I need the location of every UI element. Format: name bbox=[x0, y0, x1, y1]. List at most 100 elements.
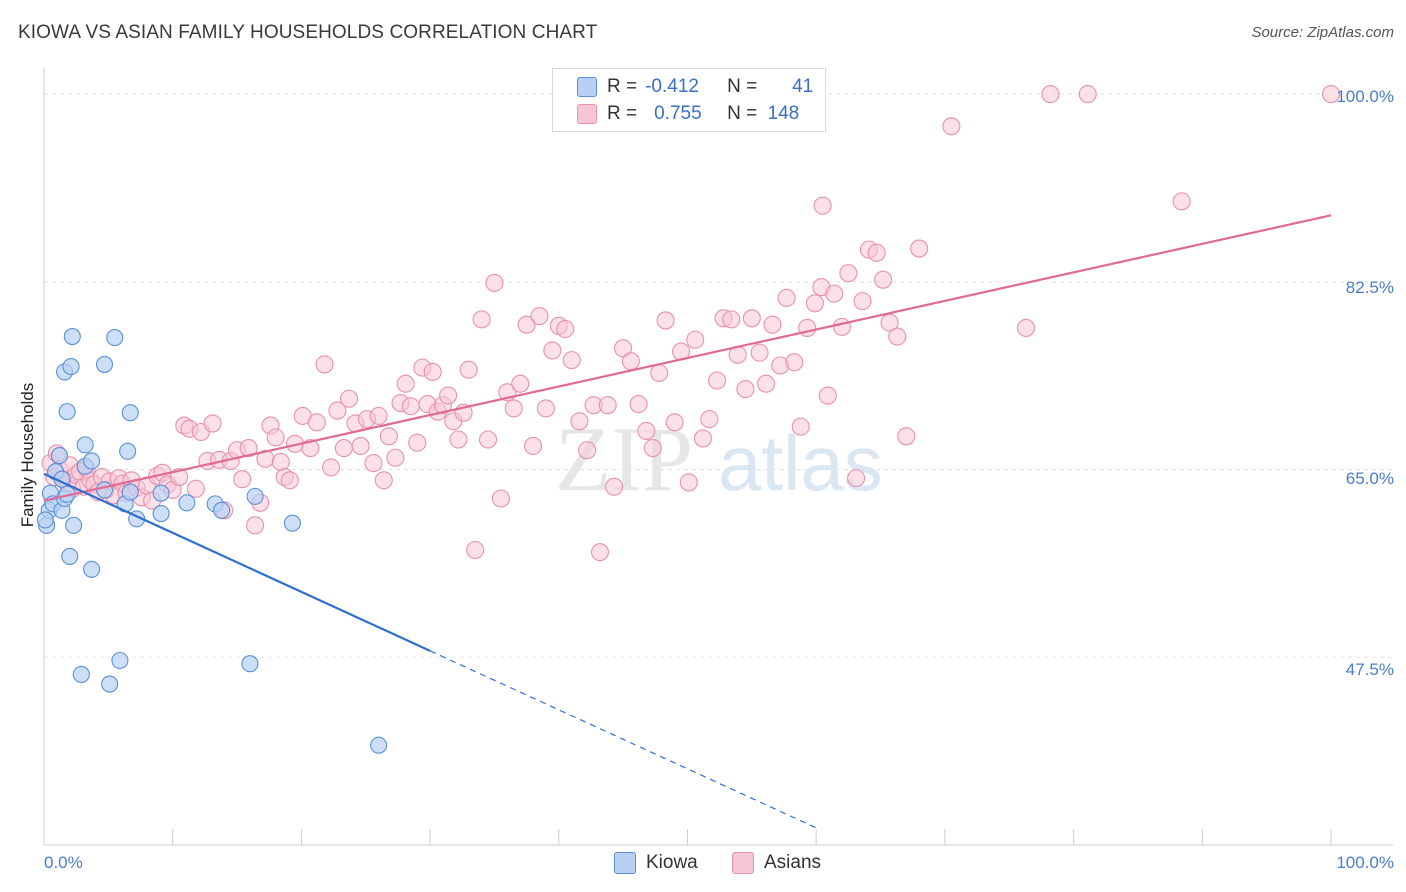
asian-point bbox=[832, 317, 851, 336]
asian-point bbox=[266, 428, 285, 447]
kiowa-point bbox=[106, 329, 124, 347]
kiowa-point bbox=[370, 736, 388, 754]
asian-point bbox=[186, 479, 205, 498]
kiowa-point bbox=[101, 675, 119, 693]
kiowa-point bbox=[62, 358, 80, 376]
asian-point bbox=[679, 473, 698, 492]
asian-point bbox=[736, 380, 755, 399]
asians-swatch bbox=[577, 104, 597, 124]
asian-point bbox=[511, 374, 530, 393]
asian-point bbox=[536, 399, 555, 418]
asian-point bbox=[818, 386, 837, 405]
kiowa-point bbox=[121, 483, 139, 501]
asian-point bbox=[459, 360, 478, 379]
asian-point bbox=[847, 469, 866, 488]
asian-point bbox=[785, 353, 804, 372]
asian-point bbox=[897, 427, 916, 446]
y-tick-100: 100.0% bbox=[1336, 87, 1394, 106]
asian-point bbox=[756, 374, 776, 393]
asian-point bbox=[364, 454, 383, 473]
asian-points bbox=[41, 85, 1341, 562]
asian-point bbox=[478, 430, 498, 449]
asian-point bbox=[853, 292, 872, 311]
asian-point bbox=[504, 399, 523, 418]
asian-point bbox=[1172, 192, 1191, 211]
kiowa-point bbox=[152, 484, 170, 502]
asian-point bbox=[328, 401, 347, 420]
asian-point bbox=[423, 362, 442, 381]
legend-kiowa[interactable]: Kiowa bbox=[614, 852, 698, 874]
asian-point bbox=[466, 540, 485, 560]
asian-point bbox=[1078, 85, 1097, 104]
asian-point bbox=[910, 239, 929, 258]
asian-point bbox=[556, 319, 575, 339]
asian-point bbox=[722, 310, 741, 329]
kiowa-point bbox=[83, 452, 101, 470]
kiowa-n-label: N = bbox=[727, 76, 758, 97]
y-tick-82-5: 82.5% bbox=[1345, 278, 1394, 297]
kiowa-point bbox=[65, 516, 83, 534]
asian-point bbox=[491, 489, 510, 508]
kiowa-point bbox=[83, 560, 101, 578]
kiowa-r-value: -0.412 bbox=[645, 76, 699, 97]
kiowa-point bbox=[283, 514, 301, 532]
kiowa-swatch bbox=[577, 77, 597, 97]
asian-point bbox=[650, 363, 669, 383]
kiowa-point bbox=[76, 436, 94, 454]
asian-point bbox=[700, 410, 719, 429]
asian-point bbox=[203, 414, 222, 433]
kiowa-point bbox=[241, 655, 259, 673]
asians-r-label: R = bbox=[607, 103, 638, 124]
asian-point bbox=[524, 436, 543, 455]
stats-row-asians: R = 0.755 N = 148 bbox=[577, 100, 799, 128]
legend-asians[interactable]: Asians bbox=[732, 852, 821, 874]
asian-point bbox=[742, 309, 761, 328]
asian-point bbox=[621, 352, 640, 371]
asian-point bbox=[485, 273, 504, 292]
asian-point bbox=[339, 389, 359, 408]
asian-point bbox=[942, 117, 961, 136]
asian-point bbox=[280, 471, 299, 490]
asian-point bbox=[396, 374, 415, 393]
asian-point bbox=[813, 196, 832, 215]
asian-point bbox=[239, 439, 258, 458]
asian-point bbox=[170, 468, 189, 487]
asian-point bbox=[763, 315, 782, 334]
kiowa-points bbox=[36, 327, 388, 754]
kiowa-r-label: R = bbox=[607, 76, 638, 97]
asian-point bbox=[777, 288, 796, 307]
asian-point bbox=[408, 433, 427, 452]
asians-n-label: N = bbox=[727, 103, 758, 124]
asian-point bbox=[472, 310, 491, 329]
asian-point bbox=[598, 396, 617, 415]
kiowa-point bbox=[61, 547, 79, 565]
kiowa-point bbox=[246, 487, 264, 505]
asian-point bbox=[517, 315, 536, 334]
asian-point bbox=[562, 351, 581, 370]
asian-point bbox=[351, 436, 370, 455]
asian-point bbox=[867, 243, 886, 262]
asian-trend-line bbox=[43, 214, 1332, 502]
asian-point bbox=[530, 307, 549, 326]
y-tick-65: 65.0% bbox=[1345, 469, 1394, 488]
asian-point bbox=[1041, 85, 1060, 104]
asian-point bbox=[401, 397, 420, 416]
kiowa-point bbox=[178, 494, 196, 512]
kiowa-trend-line bbox=[43, 472, 431, 652]
legend-kiowa-label: Kiowa bbox=[646, 852, 698, 873]
kiowa-point bbox=[119, 442, 137, 460]
asian-point bbox=[246, 516, 265, 535]
kiowa-point bbox=[95, 355, 114, 373]
asian-point bbox=[386, 448, 405, 467]
asians-n-value: 148 bbox=[767, 103, 800, 124]
asian-point bbox=[825, 284, 844, 303]
asian-point bbox=[791, 417, 810, 436]
stats-box: R = -0.412 N = 41 R = 0.755 N = 148 bbox=[552, 68, 826, 132]
kiowa-point bbox=[111, 651, 129, 670]
y-tick-47-5: 47.5% bbox=[1345, 660, 1394, 679]
asian-point bbox=[798, 318, 817, 337]
asian-point bbox=[439, 386, 458, 405]
asian-point bbox=[605, 477, 624, 496]
asian-point bbox=[271, 452, 290, 472]
